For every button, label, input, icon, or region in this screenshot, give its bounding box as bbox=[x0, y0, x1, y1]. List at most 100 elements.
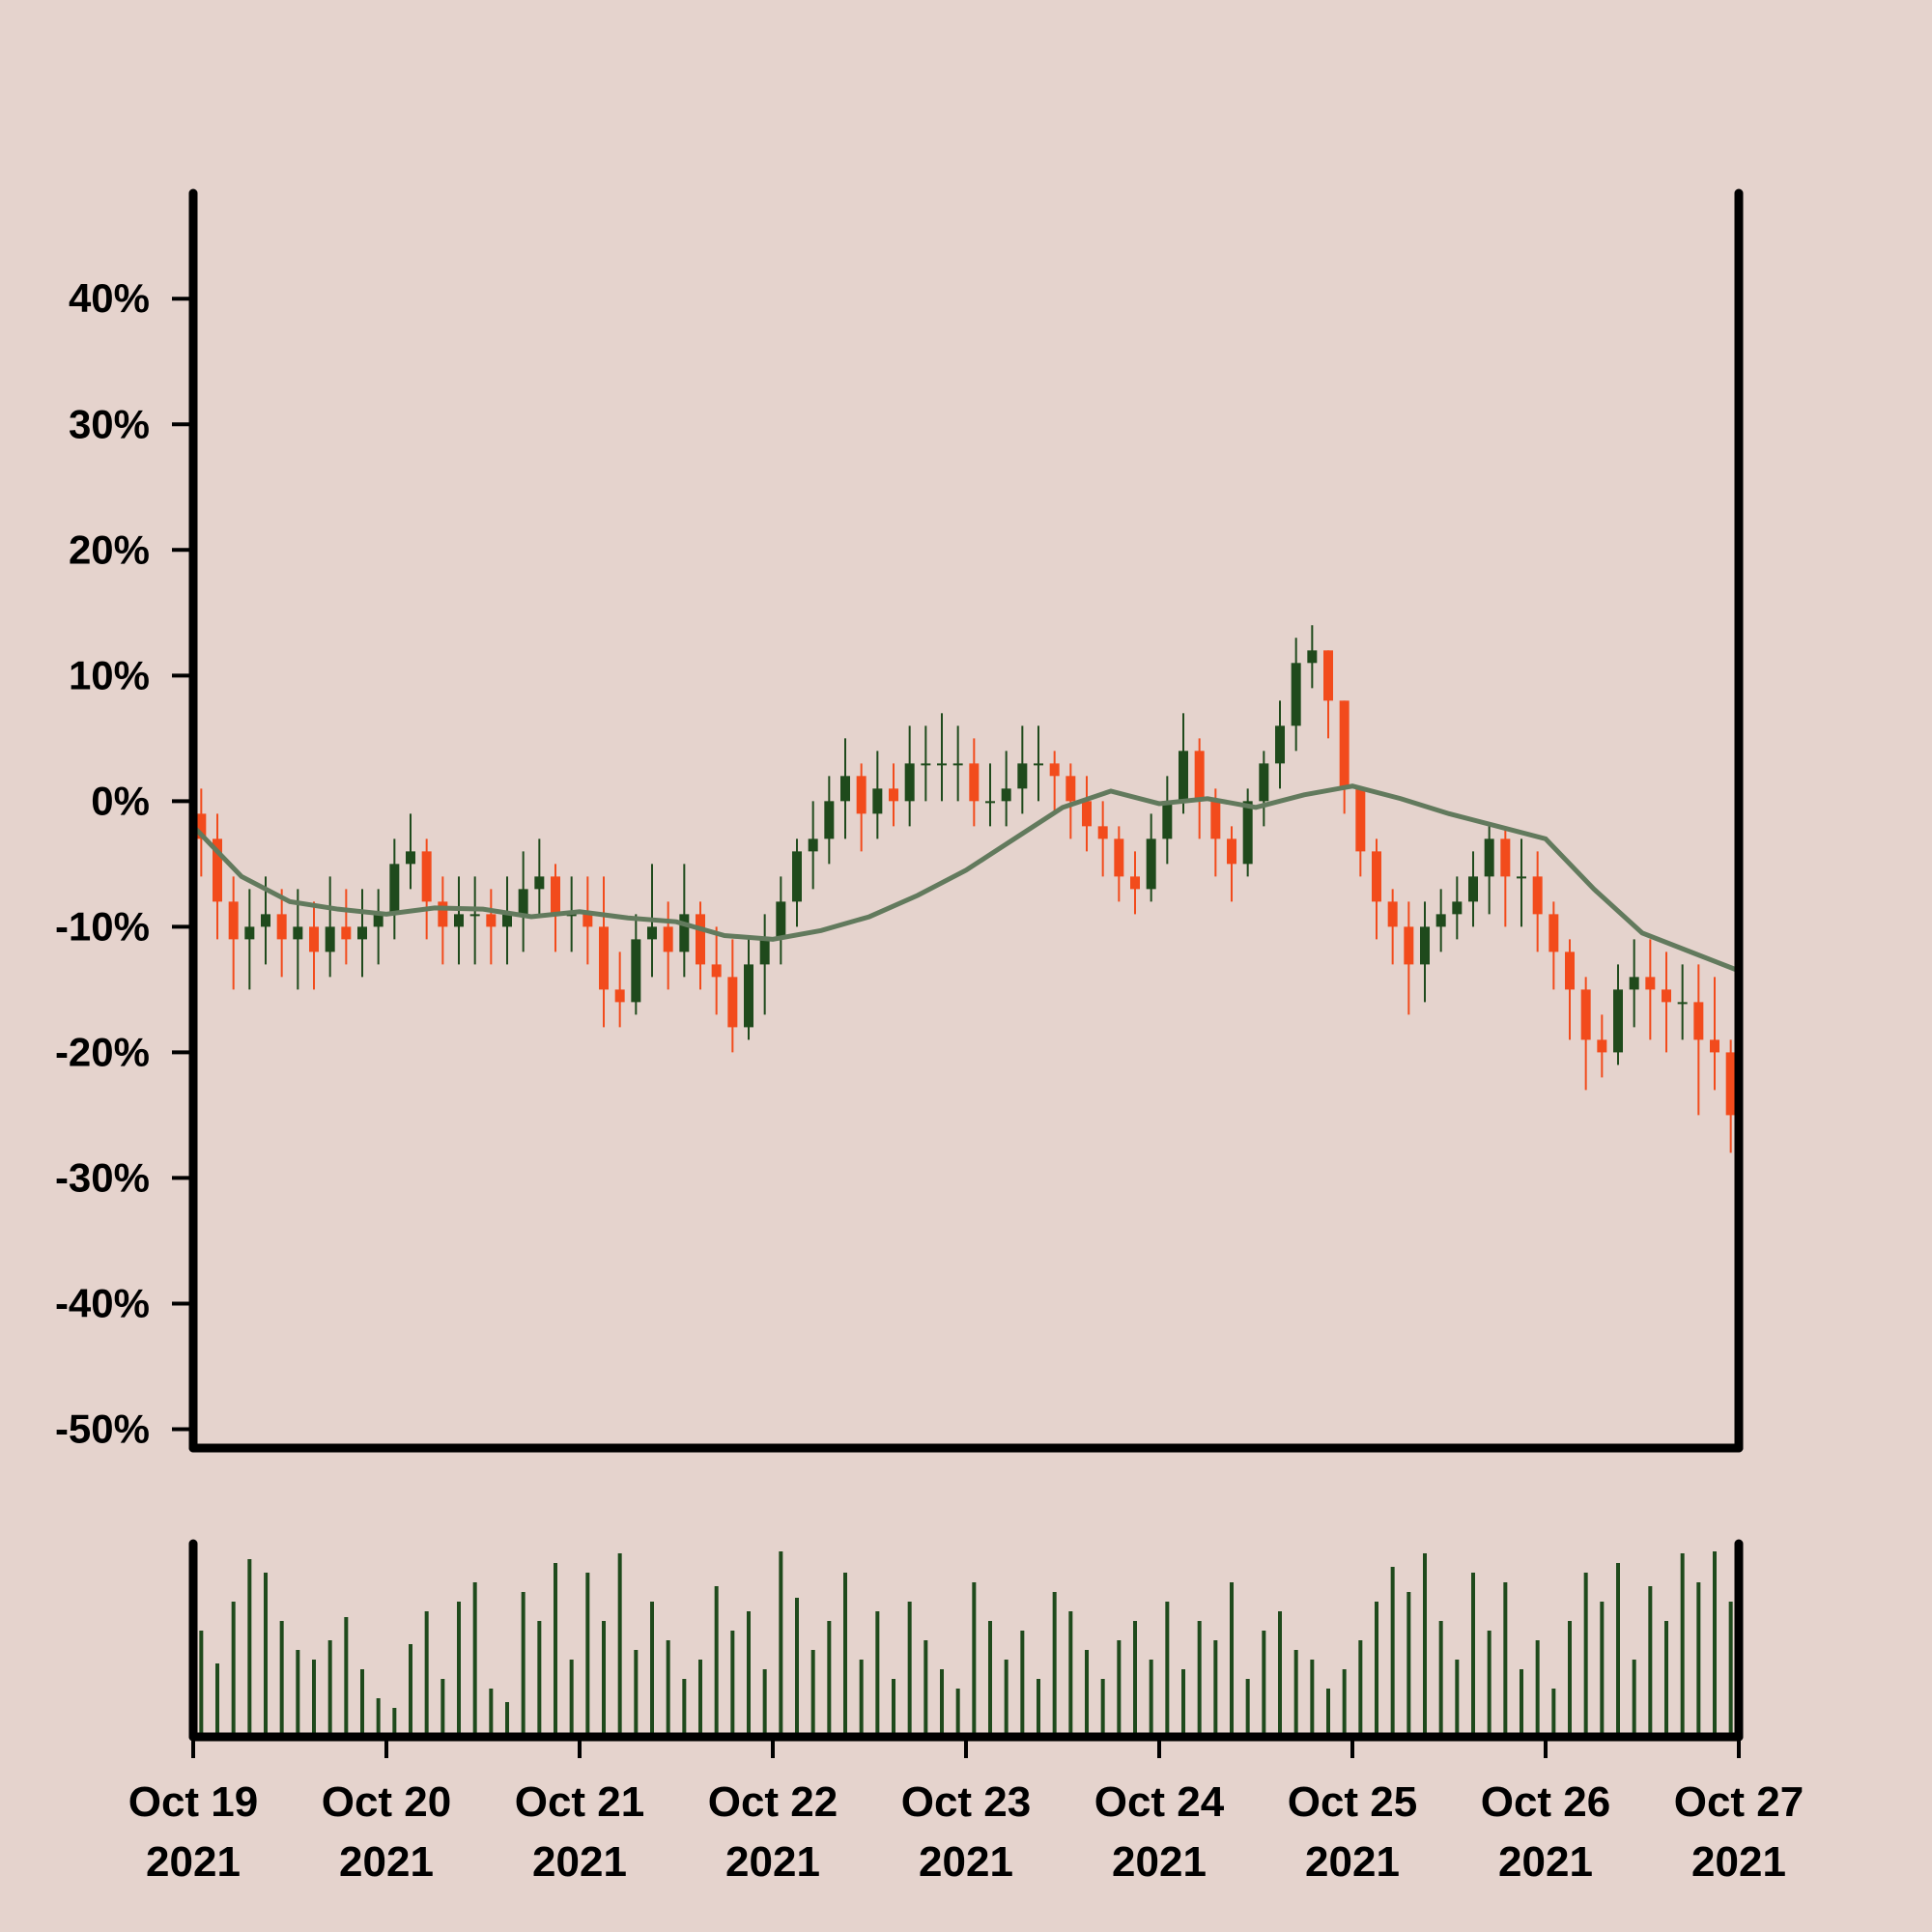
candle-body bbox=[1662, 989, 1671, 1003]
candle-body bbox=[921, 763, 931, 766]
candle-body bbox=[1725, 1052, 1736, 1116]
volume-bar bbox=[666, 1640, 670, 1737]
volume-bar bbox=[392, 1708, 397, 1737]
volume-bar bbox=[1696, 1582, 1701, 1737]
volume-bar bbox=[1600, 1602, 1605, 1737]
volume-bar bbox=[1455, 1660, 1460, 1737]
candle-body bbox=[1372, 851, 1381, 902]
volume-bar bbox=[1278, 1611, 1282, 1737]
volume-bar bbox=[1632, 1660, 1636, 1737]
candle-body bbox=[1548, 914, 1559, 952]
candle-body bbox=[454, 914, 464, 927]
candle-body bbox=[1001, 788, 1011, 802]
candle-body bbox=[985, 801, 995, 804]
candle-body bbox=[566, 914, 577, 917]
volume-bar bbox=[199, 1631, 204, 1737]
candle-body bbox=[438, 901, 448, 927]
moving-average-line bbox=[191, 783, 1740, 974]
volume-bar bbox=[1583, 1573, 1588, 1737]
candle-body bbox=[776, 901, 786, 940]
volume-bar bbox=[1520, 1669, 1523, 1737]
candle-body bbox=[631, 939, 641, 1003]
candle-body bbox=[679, 914, 690, 952]
volume-bar bbox=[1487, 1631, 1492, 1737]
volume-bar bbox=[795, 1598, 799, 1737]
candle-body bbox=[341, 926, 352, 940]
x-tick-label: Oct 19 2021 bbox=[128, 1778, 259, 1886]
volume-bar bbox=[714, 1586, 719, 1737]
candle-body bbox=[486, 914, 497, 927]
y-tick-label: -50% bbox=[55, 1406, 150, 1451]
candle-body bbox=[1114, 838, 1124, 877]
candle-body bbox=[856, 776, 867, 814]
volume-bar bbox=[1149, 1660, 1153, 1737]
volume-bar bbox=[1503, 1582, 1508, 1737]
candle-body bbox=[711, 964, 722, 978]
volume-bar bbox=[409, 1644, 412, 1737]
candle-body bbox=[696, 914, 705, 965]
volume-bar bbox=[296, 1650, 300, 1737]
candle-body bbox=[1420, 926, 1430, 965]
candle-body bbox=[952, 763, 963, 766]
candle-body bbox=[1259, 763, 1269, 802]
candle-body bbox=[1565, 952, 1575, 990]
volume-bar bbox=[537, 1621, 542, 1737]
candle-body bbox=[1017, 763, 1028, 789]
volume-bar bbox=[489, 1689, 494, 1737]
candle-body bbox=[1291, 663, 1301, 726]
volume-bar bbox=[521, 1592, 526, 1737]
candle-body bbox=[824, 801, 835, 839]
volume-bar bbox=[1680, 1553, 1685, 1737]
volume-bar bbox=[1616, 1563, 1620, 1737]
volume-bar bbox=[585, 1573, 590, 1737]
x-tick-label: Oct 26 2021 bbox=[1481, 1778, 1611, 1886]
candle-body bbox=[1404, 926, 1414, 965]
volume-bar bbox=[424, 1611, 429, 1737]
volume-bar bbox=[1100, 1679, 1105, 1737]
candle-body bbox=[261, 914, 270, 927]
volume-bar bbox=[1004, 1660, 1009, 1737]
volume-bar bbox=[1728, 1602, 1733, 1737]
volume-bar bbox=[843, 1573, 847, 1737]
volume-bar bbox=[634, 1650, 639, 1737]
y-tick-label: 40% bbox=[69, 275, 150, 321]
candle-body bbox=[518, 889, 528, 915]
volume-bar bbox=[344, 1617, 349, 1737]
volume-bar bbox=[247, 1559, 252, 1737]
volume-bar bbox=[1213, 1640, 1218, 1737]
volume-bar bbox=[1551, 1689, 1556, 1737]
candle-body bbox=[1194, 751, 1205, 802]
x-tick-label: Oct 22 2021 bbox=[708, 1778, 838, 1886]
volume-bar bbox=[457, 1602, 461, 1737]
candle-body bbox=[647, 926, 657, 940]
candle-body bbox=[244, 926, 255, 940]
volume-bar bbox=[730, 1631, 735, 1737]
volume-bar bbox=[1648, 1586, 1653, 1737]
volume-bar bbox=[682, 1679, 687, 1737]
candle-body bbox=[534, 876, 545, 890]
volume-bar bbox=[617, 1553, 622, 1737]
candle-body bbox=[1339, 700, 1350, 789]
x-tick-label: Oct 20 2021 bbox=[322, 1778, 452, 1886]
volume-bar bbox=[1375, 1602, 1378, 1737]
candle-body bbox=[1034, 763, 1043, 766]
volume-bar bbox=[1423, 1553, 1427, 1737]
y-tick-label: 0% bbox=[91, 778, 150, 823]
candle-body bbox=[1710, 1039, 1719, 1053]
candle-body bbox=[502, 914, 512, 927]
volume-bar bbox=[1310, 1660, 1315, 1737]
candle-body bbox=[469, 914, 480, 917]
candle-body bbox=[744, 964, 753, 1028]
volume-bar bbox=[892, 1679, 895, 1737]
volume-bar bbox=[602, 1621, 606, 1737]
candle-body bbox=[1597, 1039, 1607, 1053]
y-tick-label: -10% bbox=[55, 903, 150, 949]
candle-body bbox=[663, 926, 673, 952]
x-tick-label: Oct 25 2021 bbox=[1288, 1778, 1418, 1886]
volume-bar bbox=[1535, 1640, 1540, 1737]
candle-body bbox=[1517, 876, 1526, 879]
candle-body bbox=[1210, 801, 1221, 839]
volume-bar bbox=[1390, 1567, 1395, 1737]
candle-body bbox=[1130, 876, 1140, 890]
volume-bar bbox=[472, 1582, 477, 1737]
